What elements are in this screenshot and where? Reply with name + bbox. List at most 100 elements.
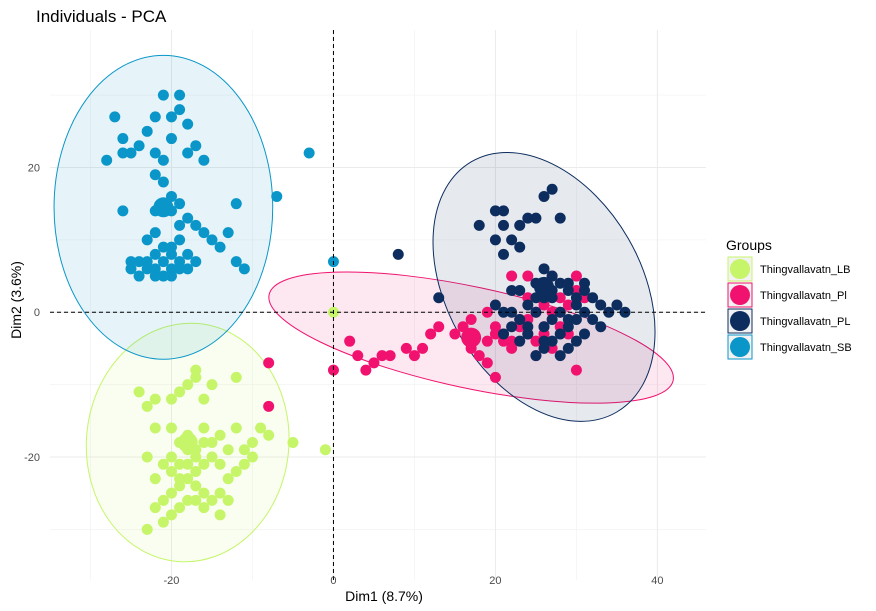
- point-thingvallavatn-sb-30: [214, 241, 226, 253]
- point-thingvallavatn-pl-23: [522, 299, 534, 311]
- point-thingvallavatn-sb-54: [141, 263, 153, 275]
- point-thingvallavatn-lb-17: [206, 451, 218, 463]
- point-thingvallavatn-lb-45: [182, 458, 194, 470]
- point-thingvallavatn-pl-61: [538, 263, 550, 275]
- point-thingvallavatn-pl-10: [514, 219, 526, 231]
- legend-label-thingvallavatn-lb: Thingvallavatn_LB: [760, 264, 851, 276]
- point-thingvallavatn-sb-59: [182, 263, 194, 275]
- point-thingvallavatn-sb-13: [182, 118, 194, 130]
- point-thingvallavatn-pl-16: [489, 299, 501, 311]
- point-thingvallavatn-lb-47: [206, 437, 218, 448]
- point-thingvallavatn-sb-15: [198, 154, 210, 166]
- grid-minor: [50, 30, 706, 580]
- point-thingvallavatn-pl-14: [449, 328, 461, 340]
- point-thingvallavatn-lb-25: [165, 509, 177, 521]
- point-thingvallavatn-pl-27: [538, 321, 550, 333]
- point-thingvallavatn-pl-38: [570, 313, 582, 325]
- point-thingvallavatn-sb-61: [165, 248, 177, 260]
- point-thingvallavatn-sb-55: [149, 270, 161, 282]
- point-thingvallavatn-pl-54: [538, 342, 550, 354]
- point-thingvallavatn-sb-16: [182, 147, 194, 159]
- point-thingvallavatn-pl-8: [506, 234, 518, 246]
- point-thingvallavatn-sb-18: [157, 154, 169, 166]
- point-thingvallavatn-pl-44: [587, 313, 599, 325]
- point-thingvallavatn-sb-33: [230, 256, 242, 268]
- point-thingvallavatn-sb-25: [174, 198, 186, 210]
- point-thingvallavatn-sb-63: [174, 219, 186, 231]
- point-thingvallavatn-lb-28: [174, 473, 186, 485]
- point-thingvallavatn-lb-51: [230, 422, 242, 434]
- point-thingvallavatn-lb-11: [149, 422, 161, 434]
- point-thingvallavatn-lb-5: [182, 379, 194, 391]
- point-thingvallavatn-pl-64: [570, 292, 582, 304]
- point-thingvallavatn-lb-2: [141, 400, 153, 412]
- point-thingvallavatn-pl-45: [489, 321, 501, 333]
- point-thingvallavatn-lb-49: [222, 444, 234, 456]
- point-thingvallavatn-sb-26: [182, 212, 194, 224]
- point-thingvallavatn-lb-0: [133, 386, 145, 398]
- point-thingvallavatn-sb-53: [133, 256, 145, 268]
- point-thingvallavatn-pl-1: [433, 292, 445, 304]
- point-thingvallavatn-sb-48: [190, 256, 202, 268]
- point-thingvallavatn-pl-34: [554, 306, 566, 318]
- centroid-thingvallavatn-pl: [461, 327, 482, 348]
- point-thingvallavatn-pl-36: [562, 299, 574, 311]
- point-thingvallavatn-sb-62: [149, 227, 161, 239]
- point-thingvallavatn-sb-35: [271, 190, 283, 202]
- point-thingvallavatn-sb-19: [149, 169, 161, 181]
- point-thingvallavatn-sb-60: [141, 234, 153, 246]
- point-thingvallavatn-lb-42: [157, 458, 169, 470]
- point-thingvallavatn-sb-20: [157, 176, 169, 188]
- point-thingvallavatn-pl-4: [489, 234, 501, 246]
- point-thingvallavatn-pl-57: [514, 335, 526, 347]
- point-thingvallavatn-sb-57: [165, 270, 177, 282]
- point-thingvallavatn-sb-56: [157, 256, 169, 268]
- point-thingvallavatn-lb-16: [198, 437, 210, 448]
- point-thingvallavatn-pl-53: [546, 335, 558, 347]
- point-thingvallavatn-lb-58: [190, 480, 202, 492]
- centroid-thingvallavatn-lb: [177, 432, 198, 453]
- point-thingvallavatn-pl-9: [514, 241, 526, 253]
- point-thingvallavatn-pl-51: [562, 342, 574, 354]
- point-thingvallavatn-lb-33: [222, 473, 234, 485]
- point-thingvallavatn-pl-29: [530, 335, 542, 347]
- point-thingvallavatn-lb-50: [238, 458, 250, 470]
- point-thingvallavatn-pl-12: [425, 328, 437, 340]
- point-thingvallavatn-sb-6: [141, 125, 153, 137]
- point-thingvallavatn-lb-19: [198, 458, 210, 470]
- point-thingvallavatn-sb-41: [133, 270, 145, 282]
- point-thingvallavatn-sb-34: [238, 263, 250, 275]
- point-thingvallavatn-pl-7: [498, 205, 510, 217]
- legend-label-thingvallavatn-sb: Thingvallavatn_SB: [760, 342, 852, 354]
- point-thingvallavatn-lb-31: [206, 494, 218, 506]
- legend-label-thingvallavatn-pl: Thingvallavatn_PL: [760, 316, 851, 328]
- point-thingvallavatn-lb-30: [198, 487, 210, 499]
- point-thingvallavatn-sb-49: [149, 248, 161, 260]
- point-thingvallavatn-sb-38: [117, 205, 129, 217]
- point-thingvallavatn-sb-17: [165, 133, 177, 145]
- point-thingvallavatn-lb-27: [157, 516, 169, 528]
- point-thingvallavatn-sb-40: [125, 263, 137, 275]
- centroid-thingvallavatn-sb: [153, 197, 174, 218]
- point-thingvallavatn-pl-7: [376, 350, 388, 362]
- point-thingvallavatn-sb-36: [303, 147, 315, 159]
- point-thingvallavatn-lb-23: [165, 487, 177, 499]
- point-thingvallavatn-sb-3: [117, 147, 129, 159]
- point-thingvallavatn-sb-28: [198, 227, 210, 239]
- point-thingvallavatn-pl-18: [473, 350, 485, 362]
- point-thingvallavatn-sb-14: [190, 140, 202, 152]
- y-tick-label-0: 0: [34, 307, 40, 319]
- point-thingvallavatn-pl-60: [554, 328, 566, 340]
- point-thingvallavatn-lb-59: [198, 502, 210, 514]
- point-thingvallavatn-sb-2: [117, 133, 129, 145]
- point-thingvallavatn-pl-45: [595, 321, 607, 333]
- point-thingvallavatn-lb-7: [206, 379, 218, 391]
- point-thingvallavatn-sb-52: [174, 234, 186, 246]
- point-thingvallavatn-sb-10: [165, 111, 177, 123]
- point-thingvallavatn-pl-40: [570, 335, 582, 347]
- point-thingvallavatn-pl-38: [570, 270, 582, 282]
- legend: Groups Thingvallavatn_LB Thingvallavatn_P…: [726, 237, 852, 360]
- x-axis-title: Dim1 (8.7%): [345, 588, 423, 604]
- point-thingvallavatn-pl-16: [465, 313, 477, 325]
